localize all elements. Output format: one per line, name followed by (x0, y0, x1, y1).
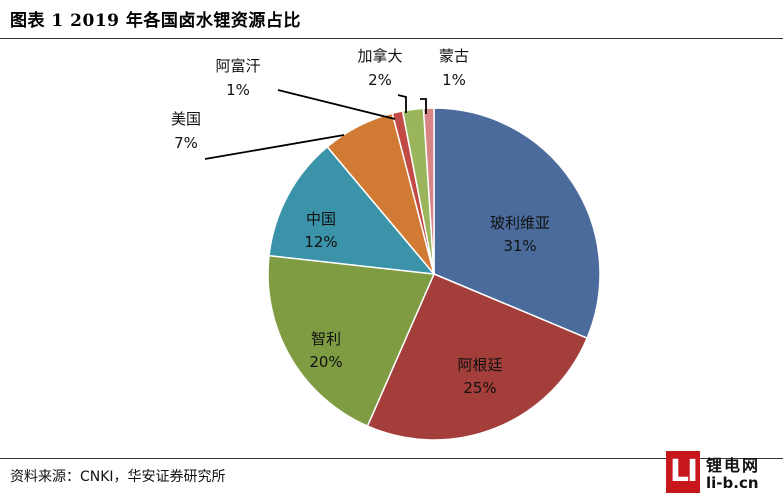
source-note: 资料来源：CNKI，华安证券研究所 (10, 469, 226, 485)
slice-label-6: 加拿大 (357, 47, 402, 65)
leader-line-4 (204, 134, 345, 160)
leader-line-7 (420, 98, 427, 114)
slice-value-2: 20% (309, 353, 342, 371)
slice-label-3: 中国 (306, 210, 336, 228)
slice-label-0: 玻利维亚 (490, 214, 550, 232)
top-divider (0, 38, 783, 39)
slice-label-1: 阿根廷 (457, 356, 502, 374)
slice-value-1: 25% (463, 379, 496, 397)
slice-value-6: 2% (368, 71, 392, 89)
leader-line-6 (397, 94, 407, 113)
pie-slice-7 (422, 107, 435, 275)
leader-line-5 (277, 89, 396, 120)
site-logo-url: li-b.cn (706, 474, 759, 492)
pie-slice-2 (267, 254, 436, 428)
slice-value-0: 31% (503, 237, 536, 255)
slice-label-4: 美国 (171, 110, 201, 128)
pie-slice-3 (268, 145, 436, 275)
chart-title: 图表 1 2019 年各国卤水锂资源占比 (10, 11, 301, 31)
slice-label-5: 阿富汗 (215, 57, 260, 75)
site-logo-mark: LI (666, 451, 700, 493)
slice-value-7: 1% (442, 71, 466, 89)
bottom-divider (0, 458, 783, 459)
site-logo-name: 锂电网 (706, 456, 761, 475)
pie-slice-0 (433, 107, 601, 340)
slice-value-5: 1% (226, 81, 250, 99)
slice-label-2: 智利 (311, 330, 341, 348)
pie-slice-1 (366, 273, 589, 441)
slice-value-3: 12% (304, 233, 337, 251)
slice-value-4: 7% (174, 134, 198, 152)
slice-label-7: 蒙古 (439, 47, 469, 65)
